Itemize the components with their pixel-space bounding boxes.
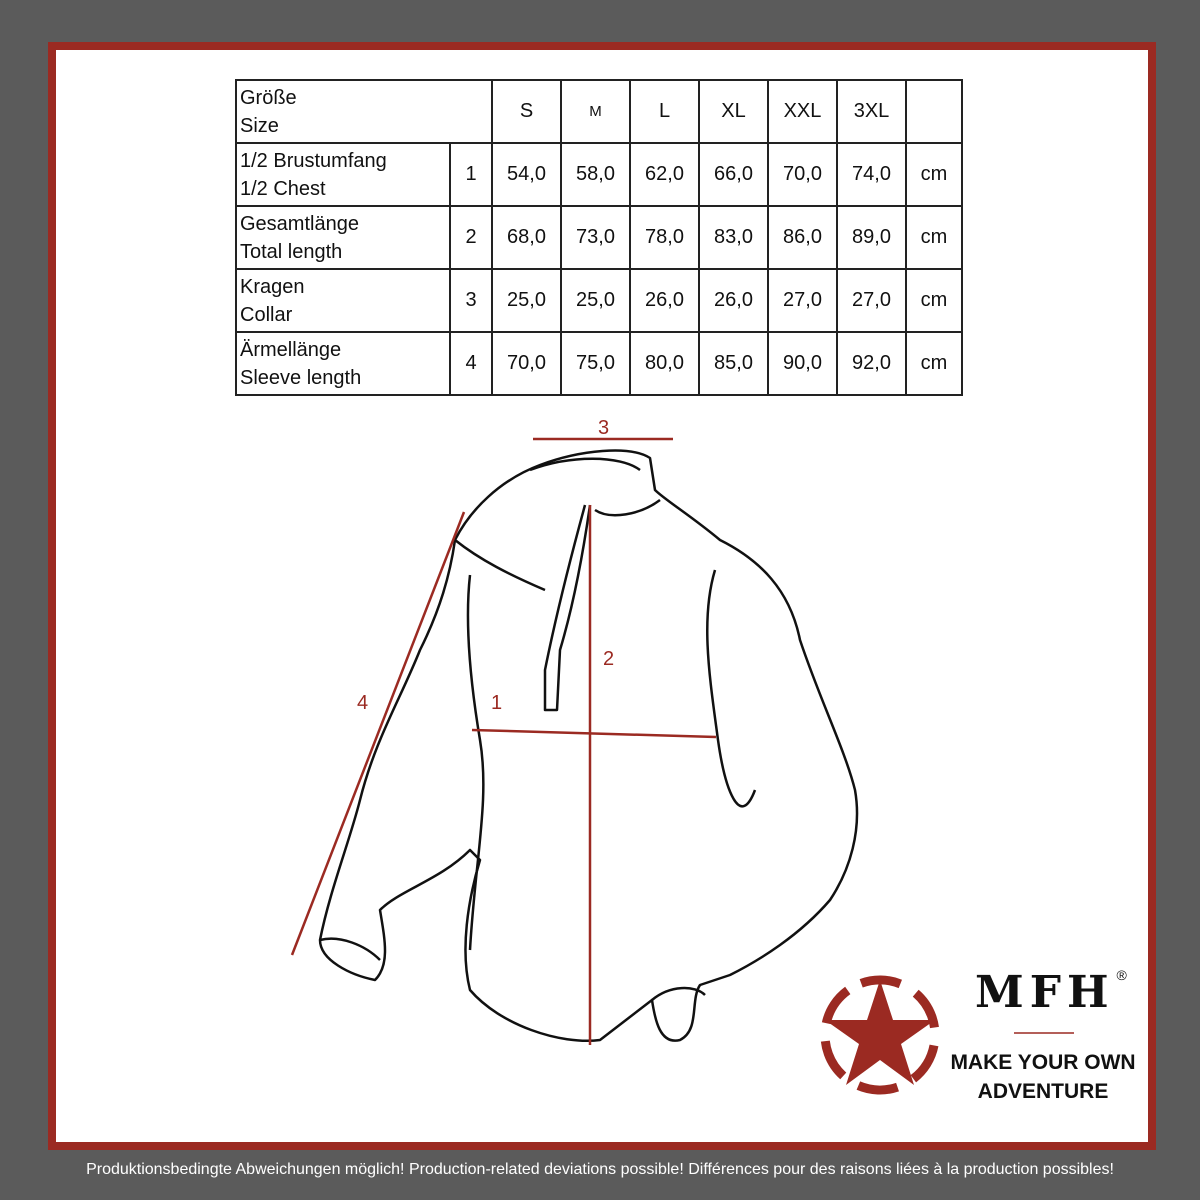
label-en: 1/2 Chest — [240, 177, 326, 200]
label-chest: 1 — [491, 692, 503, 714]
value-cell: 68,0 — [491, 205, 562, 270]
label-collar: 3 — [598, 417, 610, 439]
row-number: 4 — [449, 331, 493, 396]
jacket-outline — [318, 449, 859, 1042]
header-label-en: Size — [240, 114, 279, 137]
size-col: M — [560, 79, 631, 144]
value-cell: 27,0 — [836, 268, 907, 333]
size-col: S — [491, 79, 562, 144]
size-col: 3XL — [836, 79, 907, 144]
label-en: Sleeve length — [240, 366, 362, 389]
registered-mark: ® — [1116, 967, 1127, 983]
value-cell: 83,0 — [698, 205, 769, 270]
table-header-row: Größe Size S M L XL XXL 3XL — [235, 79, 963, 144]
value-cell: 80,0 — [629, 331, 700, 396]
unit-cell: cm — [905, 205, 963, 270]
value-cell: 26,0 — [698, 268, 769, 333]
label-de: Kragen — [240, 275, 305, 298]
measurement-lines — [290, 437, 717, 1045]
tagline-line-1: MAKE YOUR OWN — [950, 1051, 1136, 1074]
label-length: 2 — [603, 648, 615, 670]
size-table: Größe Size S M L XL XXL 3XL 1/2 Brustumfa… — [235, 79, 963, 396]
size-header-cell: Größe Size — [235, 79, 493, 144]
unit-header — [905, 79, 963, 144]
tagline-line-2: ADVENTURE — [977, 1080, 1109, 1103]
value-cell: 66,0 — [698, 142, 769, 207]
size-col: XXL — [767, 79, 838, 144]
value-cell: 26,0 — [629, 268, 700, 333]
label-en: Total length — [240, 240, 343, 263]
row-label: Gesamtlänge Total length — [235, 205, 451, 270]
size-col: XL — [698, 79, 769, 144]
value-cell: 85,0 — [698, 331, 769, 396]
value-cell: 70,0 — [767, 142, 838, 207]
brand-logo: MFH ® — [975, 966, 1127, 1020]
table-row: Gesamtlänge Total length 2 68,0 73,0 78,0 83,0… — [235, 205, 963, 270]
label-sleeve: 4 — [357, 692, 369, 714]
value-cell: 27,0 — [767, 268, 838, 333]
value-cell: 78,0 — [629, 205, 700, 270]
value-cell: 90,0 — [767, 331, 838, 396]
brand-tagline: MAKE YOUR OWN ADVENTURE — [935, 1048, 1151, 1106]
row-number: 2 — [449, 205, 493, 270]
value-cell: 89,0 — [836, 205, 907, 270]
value-cell: 70,0 — [491, 331, 562, 396]
value-cell: 54,0 — [491, 142, 562, 207]
sleeve-measure-line — [290, 511, 466, 956]
brand-logo-text: MFH — [975, 967, 1115, 1018]
value-cell: 58,0 — [560, 142, 631, 207]
size-col: L — [629, 79, 700, 144]
chest-measure-line — [471, 728, 717, 739]
row-label: Kragen Collar — [235, 268, 451, 333]
table-row: 1/2 Brustumfang 1/2 Chest 1 54,0 58,0 62,0 66,… — [235, 142, 963, 207]
table-row: Ärmellänge Sleeve length 4 70,0 75,0 80,0 85,0… — [235, 331, 963, 396]
row-number: 3 — [449, 268, 493, 333]
value-cell: 62,0 — [629, 142, 700, 207]
row-number: 1 — [449, 142, 493, 207]
header-label-de: Größe — [240, 86, 297, 109]
mfh-star-logo — [820, 975, 940, 1095]
value-cell: 74,0 — [836, 142, 907, 207]
value-cell: 73,0 — [560, 205, 631, 270]
value-cell: 25,0 — [560, 268, 631, 333]
row-label: 1/2 Brustumfang 1/2 Chest — [235, 142, 451, 207]
table-row: Kragen Collar 3 25,0 25,0 26,0 26,0 27,0 27,0 cm — [235, 268, 963, 333]
unit-cell: cm — [905, 142, 963, 207]
row-label: Ärmellänge Sleeve length — [235, 331, 451, 396]
unit-cell: cm — [905, 331, 963, 396]
value-cell: 25,0 — [491, 268, 562, 333]
label-en: Collar — [240, 303, 293, 326]
value-cell: 92,0 — [836, 331, 907, 396]
unit-cell: cm — [905, 268, 963, 333]
footer-disclaimer: Produktionsbedingte Abweichungen möglich… — [86, 1161, 1114, 1178]
label-de: 1/2 Brustumfang — [240, 149, 387, 172]
label-de: Gesamtlänge — [240, 212, 359, 235]
value-cell: 86,0 — [767, 205, 838, 270]
label-de: Ärmellänge — [240, 338, 342, 361]
value-cell: 75,0 — [560, 331, 631, 396]
